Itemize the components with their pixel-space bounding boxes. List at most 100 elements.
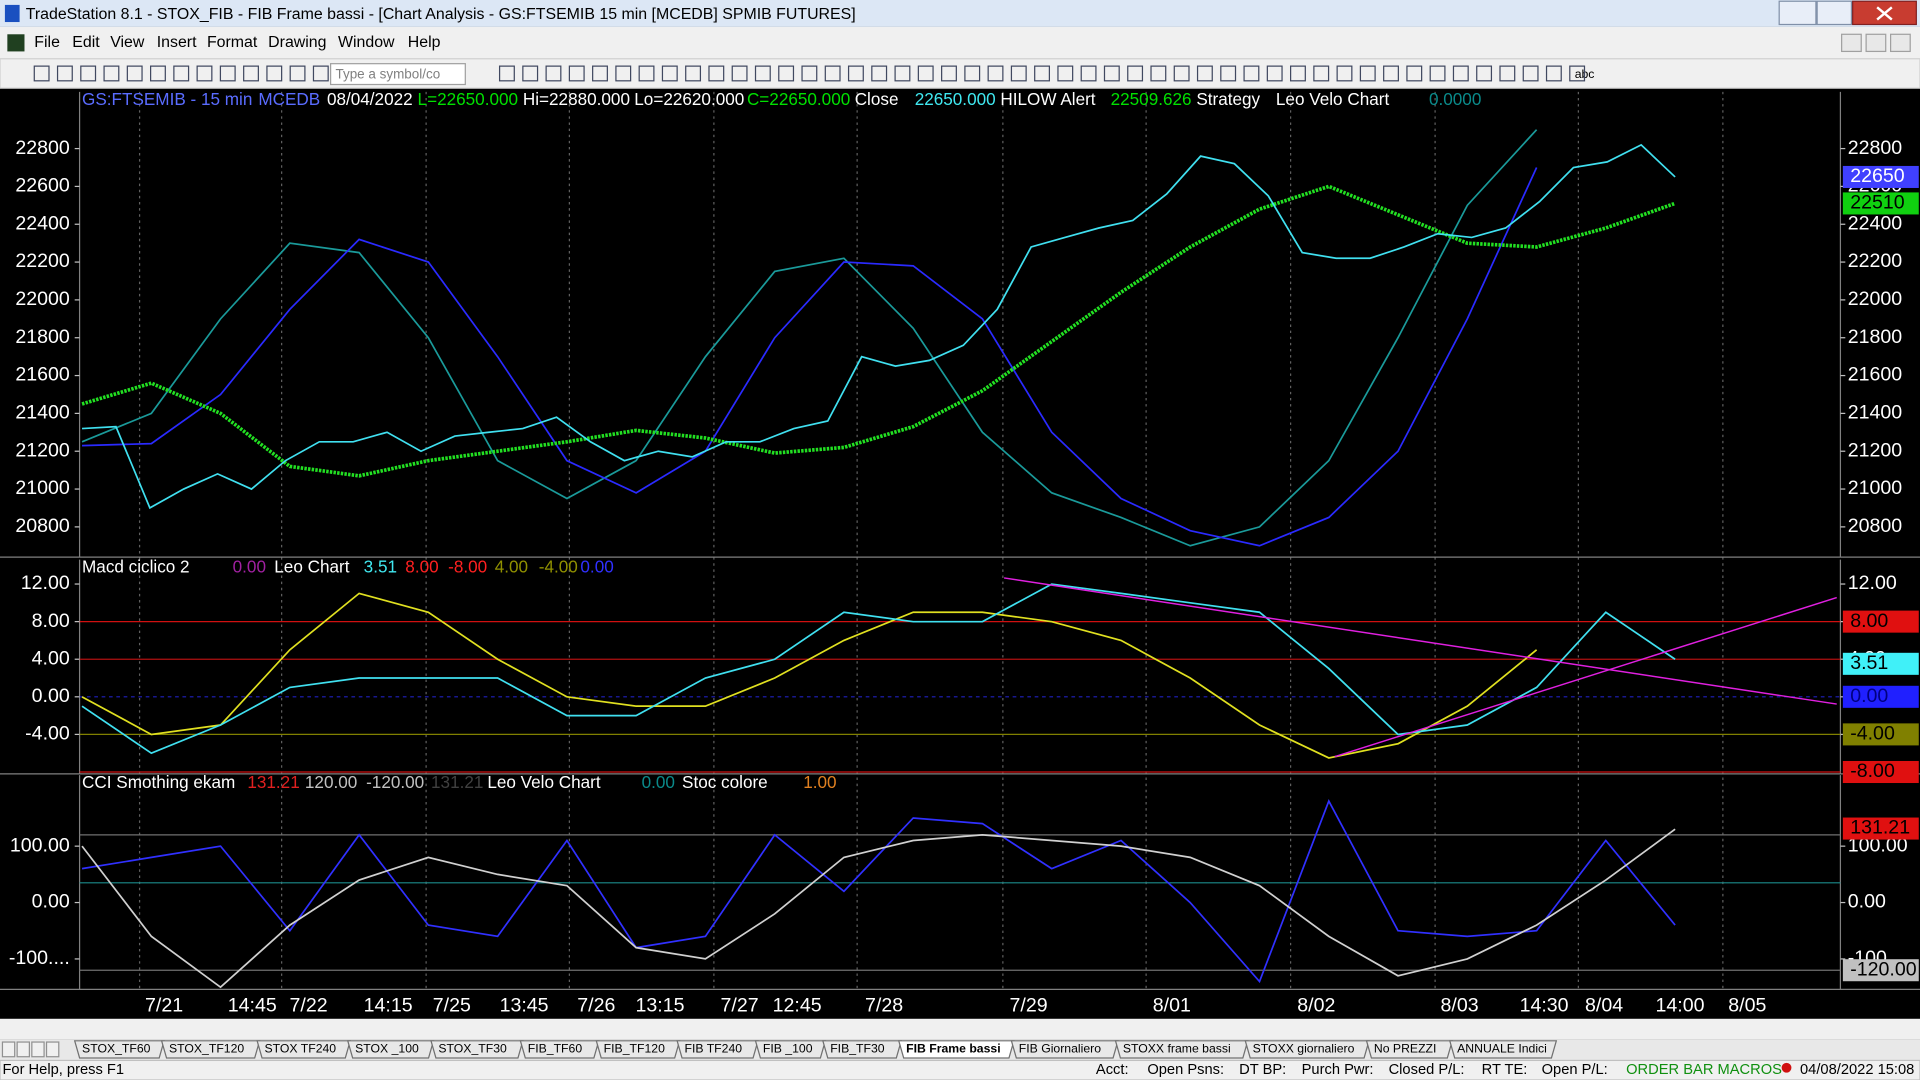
toolbar-icon[interactable]: [964, 65, 981, 82]
toolbar-icon[interactable]: [1476, 65, 1493, 82]
tab[interactable]: [73, 1040, 165, 1059]
toolbar-icon[interactable]: [312, 65, 329, 82]
toolbar-icon[interactable]: [173, 65, 190, 82]
toolbar-icon[interactable]: [1383, 65, 1399, 82]
tab-label[interactable]: FIB Frame bassi: [906, 1042, 1001, 1056]
tab[interactable]: [346, 1040, 435, 1059]
toolbar-icon[interactable]: [1266, 65, 1283, 82]
toolbar-icon[interactable]: [1127, 65, 1144, 82]
symbol-box[interactable]: [330, 63, 466, 86]
toolbar-icon[interactable]: [568, 65, 585, 82]
tab-nav-button[interactable]: [16, 1041, 30, 1058]
toolbar-icon[interactable]: [894, 65, 911, 82]
tab-label[interactable]: STOX_TF60: [82, 1042, 151, 1056]
tab-label[interactable]: ANNUALE Indici: [1457, 1042, 1547, 1056]
toolbar-icon[interactable]: [126, 65, 143, 82]
toolbar-icon[interactable]: [33, 65, 50, 82]
maximize-button[interactable]: [1816, 0, 1853, 26]
tab[interactable]: [822, 1040, 903, 1059]
tab[interactable]: [1448, 1040, 1558, 1059]
menu-item[interactable]: Format: [207, 34, 258, 51]
toolbar-icon[interactable]: [987, 65, 1004, 82]
mdi-button[interactable]: [1841, 33, 1862, 53]
tab-nav-button[interactable]: [1, 1041, 16, 1058]
toolbar-icon[interactable]: [196, 65, 213, 82]
menu-item[interactable]: Drawing: [268, 34, 326, 51]
menu-item[interactable]: Help: [408, 34, 441, 51]
toolbar-icon[interactable]: [615, 65, 632, 82]
tab-label[interactable]: STOXX frame bassi: [1123, 1042, 1231, 1056]
toolbar-icon[interactable]: [1545, 65, 1562, 82]
toolbar-icon[interactable]: [847, 65, 864, 82]
tab-label[interactable]: STOX_TF30: [438, 1042, 507, 1056]
tab[interactable]: [676, 1040, 759, 1059]
toolbar-icon[interactable]: [1243, 65, 1260, 82]
toolbar-icon[interactable]: [1569, 65, 1586, 82]
toolbar-icon[interactable]: [80, 65, 97, 82]
menu-item[interactable]: Insert: [157, 34, 197, 51]
toolbar-icon[interactable]: [1522, 65, 1539, 82]
menu-item[interactable]: View: [110, 34, 145, 51]
tab[interactable]: [897, 1040, 1015, 1059]
tab-nav-button[interactable]: [45, 1041, 60, 1058]
minimize-button[interactable]: [1778, 0, 1817, 26]
menu-item[interactable]: Window: [338, 34, 395, 51]
toolbar-icon[interactable]: [638, 65, 655, 82]
toolbar-icon[interactable]: [1173, 65, 1190, 82]
toolbar-icon[interactable]: [1080, 65, 1097, 82]
tab[interactable]: [160, 1040, 261, 1059]
toolbar-icon[interactable]: [243, 65, 259, 82]
toolbar-icon[interactable]: [545, 65, 562, 82]
tab-label[interactable]: No PREZZI: [1374, 1042, 1437, 1056]
toolbar-icon[interactable]: [1010, 65, 1027, 82]
tab[interactable]: [430, 1040, 524, 1059]
toolbar-icon[interactable]: [708, 65, 725, 82]
tab-label[interactable]: FIB_TF30: [830, 1042, 885, 1056]
toolbar-icon[interactable]: [917, 65, 934, 82]
toolbar-icon[interactable]: [1313, 65, 1330, 82]
toolbar-icon[interactable]: [498, 65, 515, 82]
toolbar-icon[interactable]: [522, 65, 539, 82]
toolbar-icon[interactable]: [778, 65, 795, 82]
tab[interactable]: [1365, 1040, 1454, 1059]
toolbar-icon[interactable]: [941, 65, 957, 82]
tab-label[interactable]: STOX _100: [355, 1042, 419, 1056]
toolbar-icon[interactable]: [1196, 65, 1213, 82]
tab[interactable]: [754, 1040, 827, 1059]
tab-label[interactable]: FIB Giornaliero: [1019, 1042, 1101, 1056]
tab-label[interactable]: STOX TF240: [264, 1042, 336, 1056]
toolbar-icon[interactable]: [1150, 65, 1167, 82]
toolbar-icon[interactable]: [289, 65, 306, 82]
toolbar-icon[interactable]: [1429, 65, 1446, 82]
toolbar-icon[interactable]: [1057, 65, 1074, 82]
toolbar-icon[interactable]: [266, 65, 283, 82]
tab-label[interactable]: FIB_TF60: [528, 1042, 583, 1056]
toolbar-icon[interactable]: [824, 65, 841, 82]
tab-label[interactable]: FIB TF240: [684, 1042, 742, 1056]
toolbar-icon[interactable]: [1034, 65, 1050, 82]
toolbar-icon[interactable]: [1406, 65, 1423, 82]
tab[interactable]: [519, 1040, 600, 1059]
tab-nav-button[interactable]: [31, 1041, 45, 1058]
toolbar-icon[interactable]: [219, 65, 236, 82]
toolbar-icon[interactable]: [150, 65, 166, 82]
menu-item[interactable]: Edit: [72, 34, 100, 51]
toolbar-icon[interactable]: [1359, 65, 1376, 82]
toolbar-icon[interactable]: [1499, 65, 1516, 82]
toolbar-icon[interactable]: [731, 65, 748, 82]
tab-label[interactable]: FIB _100: [763, 1042, 813, 1056]
tab[interactable]: [595, 1040, 681, 1059]
toolbar-icon[interactable]: [1220, 65, 1237, 82]
toolbar-icon[interactable]: [103, 65, 120, 82]
tab[interactable]: [1010, 1040, 1119, 1059]
toolbar-icon[interactable]: [1103, 65, 1120, 82]
toolbar-icon[interactable]: [1452, 65, 1469, 82]
tab[interactable]: [1244, 1040, 1370, 1059]
mdi-button[interactable]: [1890, 33, 1911, 53]
menu-item[interactable]: File: [34, 34, 60, 51]
toolbar-icon[interactable]: [754, 65, 771, 82]
scrollbar[interactable]: [0, 1018, 1920, 1040]
tab-label[interactable]: FIB_TF120: [604, 1042, 665, 1056]
toolbar-icon[interactable]: [56, 65, 73, 82]
toolbar-icon[interactable]: [1336, 65, 1353, 82]
